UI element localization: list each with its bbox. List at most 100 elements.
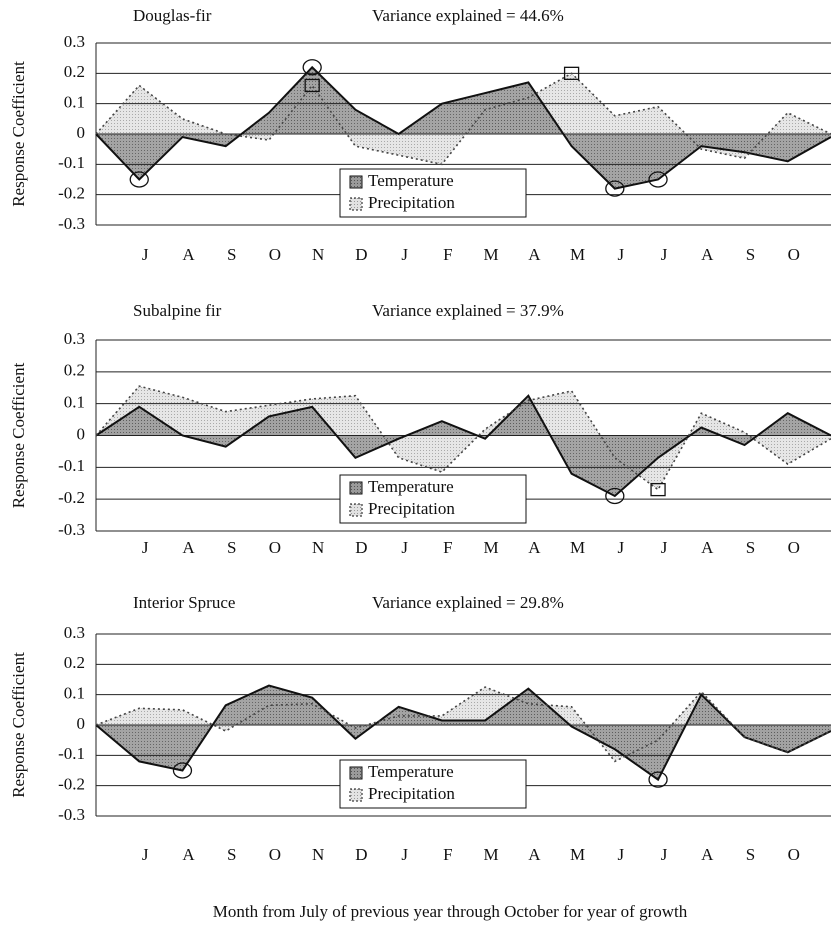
- series-line: [95, 72, 831, 166]
- y-tick-label: -0.1: [58, 744, 85, 763]
- x-tick-label: F: [443, 538, 452, 557]
- x-tick-label: O: [788, 845, 800, 864]
- x-tick-label: O: [269, 245, 281, 264]
- legend-swatch: [349, 503, 363, 517]
- x-tick-label: O: [269, 538, 281, 557]
- legend-box: [339, 474, 527, 524]
- significance-marker: [304, 78, 320, 93]
- panel: Subalpine fir Variance explained = 37.9% R…: [9, 301, 831, 557]
- significance-marker: [605, 180, 625, 197]
- x-tick-label: S: [227, 245, 236, 264]
- x-tick-label: S: [746, 845, 755, 864]
- x-tick-label: A: [701, 245, 714, 264]
- y-tick-label: 0.1: [64, 93, 85, 112]
- legend-label: Temperature: [368, 477, 454, 496]
- x-tick-label: J: [661, 245, 668, 264]
- series-line: [95, 686, 831, 763]
- legend-label: Temperature: [368, 762, 454, 781]
- x-tick-label: J: [401, 845, 408, 864]
- y-tick-label: -0.1: [58, 456, 85, 475]
- legend-label: Precipitation: [368, 193, 455, 212]
- series-line: [95, 65, 831, 190]
- area-fill: [96, 67, 831, 189]
- x-tick-label: A: [701, 845, 714, 864]
- x-tick-label: A: [182, 538, 195, 557]
- x-tick-label: D: [355, 845, 367, 864]
- panel-subtitle: Variance explained = 37.9%: [372, 301, 564, 320]
- y-tick-label: -0.3: [58, 214, 85, 233]
- legend-swatch: [349, 197, 363, 211]
- y-tick-label: -0.2: [58, 775, 85, 794]
- y-tick-label: 0.2: [64, 653, 85, 672]
- x-tick-label: S: [227, 845, 236, 864]
- y-tick-label: 0: [77, 714, 86, 733]
- x-tick-label: A: [528, 845, 541, 864]
- legend-swatch: [349, 481, 363, 495]
- x-tick-label: J: [142, 245, 149, 264]
- x-tick-label: A: [182, 845, 195, 864]
- x-tick-label: N: [312, 845, 324, 864]
- significance-marker: [302, 59, 322, 76]
- x-tick-label: O: [788, 538, 800, 557]
- x-tick-label: J: [142, 845, 149, 864]
- legend-box: [339, 759, 527, 809]
- y-tick-label: -0.2: [58, 488, 85, 507]
- x-tick-label: M: [570, 538, 585, 557]
- legend-label: Temperature: [368, 171, 454, 190]
- x-tick-label: J: [661, 845, 668, 864]
- y-tick-label: 0.2: [64, 62, 85, 81]
- x-tick-label: A: [701, 538, 714, 557]
- y-tick-label: -0.3: [58, 520, 85, 539]
- panel-title: Douglas-fir: [133, 6, 212, 25]
- panel-title: Interior Spruce: [133, 593, 235, 612]
- panel-subtitle: Variance explained = 29.8%: [372, 593, 564, 612]
- x-tick-label: D: [355, 538, 367, 557]
- significance-marker: [650, 482, 666, 497]
- area-fill: [96, 685, 831, 780]
- x-tick-label: J: [618, 538, 625, 557]
- y-tick-label: -0.1: [58, 153, 85, 172]
- x-tick-label: A: [182, 245, 195, 264]
- panel-subtitle: Variance explained = 44.6%: [372, 6, 564, 25]
- y-tick-label: 0.3: [64, 623, 85, 642]
- y-tick-label: 0: [77, 123, 86, 142]
- significance-marker: [172, 762, 193, 779]
- significance-marker: [605, 487, 625, 505]
- y-tick-label: 0.3: [64, 32, 85, 51]
- x-tick-label: J: [618, 845, 625, 864]
- x-tick-label: M: [570, 245, 585, 264]
- x-tick-label: A: [528, 538, 541, 557]
- legend-label: Precipitation: [368, 499, 455, 518]
- series-line: [95, 394, 831, 498]
- y-tick-label: 0.3: [64, 329, 85, 348]
- x-tick-label: J: [618, 245, 625, 264]
- panel: Douglas-fir Variance explained = 44.6% Res…: [9, 6, 831, 264]
- legend-swatch: [349, 788, 363, 802]
- y-tick-label: -0.3: [58, 805, 85, 824]
- x-tick-label: S: [227, 538, 236, 557]
- x-tick-label: N: [312, 538, 324, 557]
- significance-marker: [648, 171, 668, 188]
- panel-title: Subalpine fir: [133, 301, 222, 320]
- panel: Interior Spruce Variance explained = 29.8…: [9, 593, 831, 921]
- significance-marker: [648, 771, 668, 788]
- x-tick-label: S: [746, 245, 755, 264]
- area-fill: [96, 395, 831, 496]
- y-tick-label: 0.2: [64, 361, 85, 380]
- x-tick-label: J: [401, 245, 408, 264]
- x-tick-label: O: [269, 845, 281, 864]
- x-tick-label: F: [443, 245, 452, 264]
- y-axis-label: Response Coefficient: [9, 652, 28, 798]
- x-tick-label: M: [484, 245, 499, 264]
- x-tick-label: A: [528, 245, 541, 264]
- y-axis-label: Response Coefficient: [9, 362, 28, 508]
- legend-label: Precipitation: [368, 784, 455, 803]
- x-tick-label: O: [788, 245, 800, 264]
- x-tick-label: S: [746, 538, 755, 557]
- y-tick-label: 0.1: [64, 393, 85, 412]
- legend-swatch: [349, 175, 363, 189]
- x-tick-label: F: [443, 845, 452, 864]
- y-axis-label: Response Coefficient: [9, 61, 28, 207]
- x-tick-label: D: [355, 245, 367, 264]
